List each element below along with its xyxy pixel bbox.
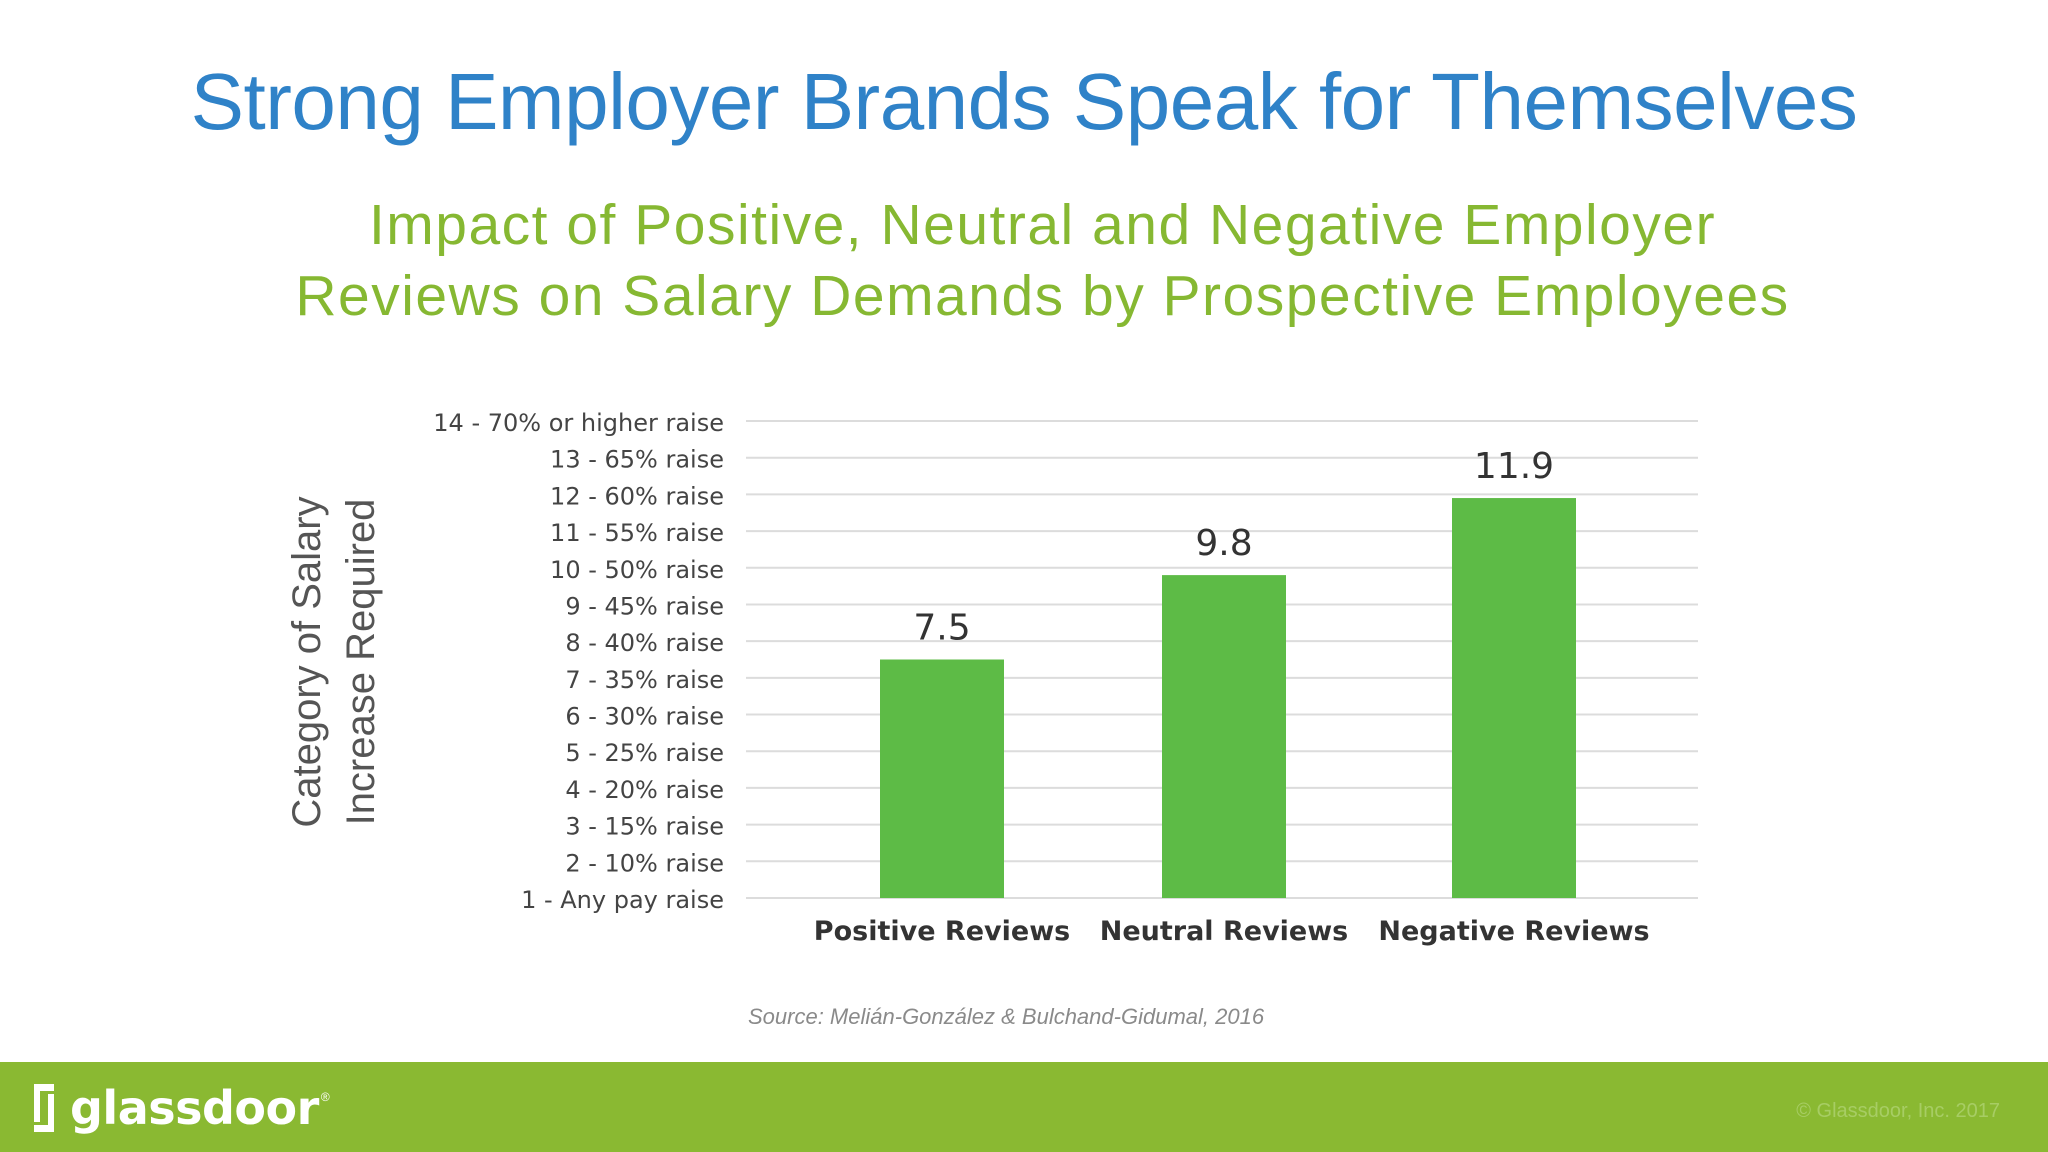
chart-title-line-2: Reviews on Salary Demands by Prospective…	[295, 264, 1790, 328]
bars	[880, 498, 1576, 898]
trademark-mark: ®	[320, 1090, 330, 1104]
y-tick-label: 13 - 65% raise	[550, 446, 724, 474]
y-tick-label: 2 - 10% raise	[565, 849, 724, 877]
bar-neutral-reviews	[1162, 575, 1286, 898]
logo-wordmark: glassdoor	[70, 1081, 319, 1135]
y-tick-label: 10 - 50% raise	[550, 556, 724, 584]
chart-title: Impact of Positive, Neutral and Negative…	[0, 190, 2048, 332]
y-axis-title-line-2: Increase Required	[339, 499, 383, 826]
bar-positive-reviews	[880, 659, 1004, 898]
y-tick-label: 5 - 25% raise	[565, 739, 724, 767]
y-tick-label: 4 - 20% raise	[565, 776, 724, 804]
x-category-label: Positive Reviews	[814, 916, 1070, 947]
y-tick-label: 7 - 35% raise	[565, 666, 724, 694]
y-tick-label: 11 - 55% raise	[550, 519, 724, 547]
y-axis-title-line-1: Category of Salary	[285, 496, 329, 827]
glassdoor-logo-icon	[34, 1084, 54, 1132]
y-tick-label: 1 - Any pay raise	[521, 886, 724, 914]
y-tick-label: 3 - 15% raise	[565, 813, 724, 841]
footer-bar: glassdoor ® © Glassdoor, Inc. 2017	[0, 1062, 2048, 1152]
chart-title-line-1: Impact of Positive, Neutral and Negative…	[368, 193, 1717, 257]
x-category-label: Negative Reviews	[1378, 916, 1649, 947]
y-tick-label: 9 - 45% raise	[565, 592, 724, 620]
bar-negative-reviews	[1452, 498, 1576, 898]
data-label: 9.8	[1195, 523, 1252, 564]
x-category-label: Neutral Reviews	[1100, 916, 1349, 947]
glassdoor-logo[interactable]: glassdoor ®	[30, 1078, 330, 1138]
y-axis-title: Category of Salary Increase Required	[285, 496, 383, 827]
y-tick-labels: 1 - Any pay raise 2 - 10% raise 3 - 15% ra…	[433, 409, 724, 914]
y-tick-label: 12 - 60% raise	[550, 482, 724, 510]
slide-title: Strong Employer Brands Speak for Themsel…	[190, 57, 1858, 146]
copyright-text: © Glassdoor, Inc. 2017	[1796, 1100, 2000, 1122]
data-label: 7.5	[913, 608, 970, 649]
source-note: Source: Melián-González & Bulchand-Gidum…	[748, 1004, 1265, 1029]
data-labels: 7.5 9.8 11.9	[913, 446, 1554, 648]
data-label: 11.9	[1474, 446, 1554, 487]
y-tick-label: 14 - 70% or higher raise	[433, 409, 724, 437]
y-tick-label: 8 - 40% raise	[565, 629, 724, 657]
y-tick-label: 6 - 30% raise	[565, 703, 724, 731]
x-category-labels: Positive Reviews Neutral Reviews Negative …	[814, 916, 1650, 947]
